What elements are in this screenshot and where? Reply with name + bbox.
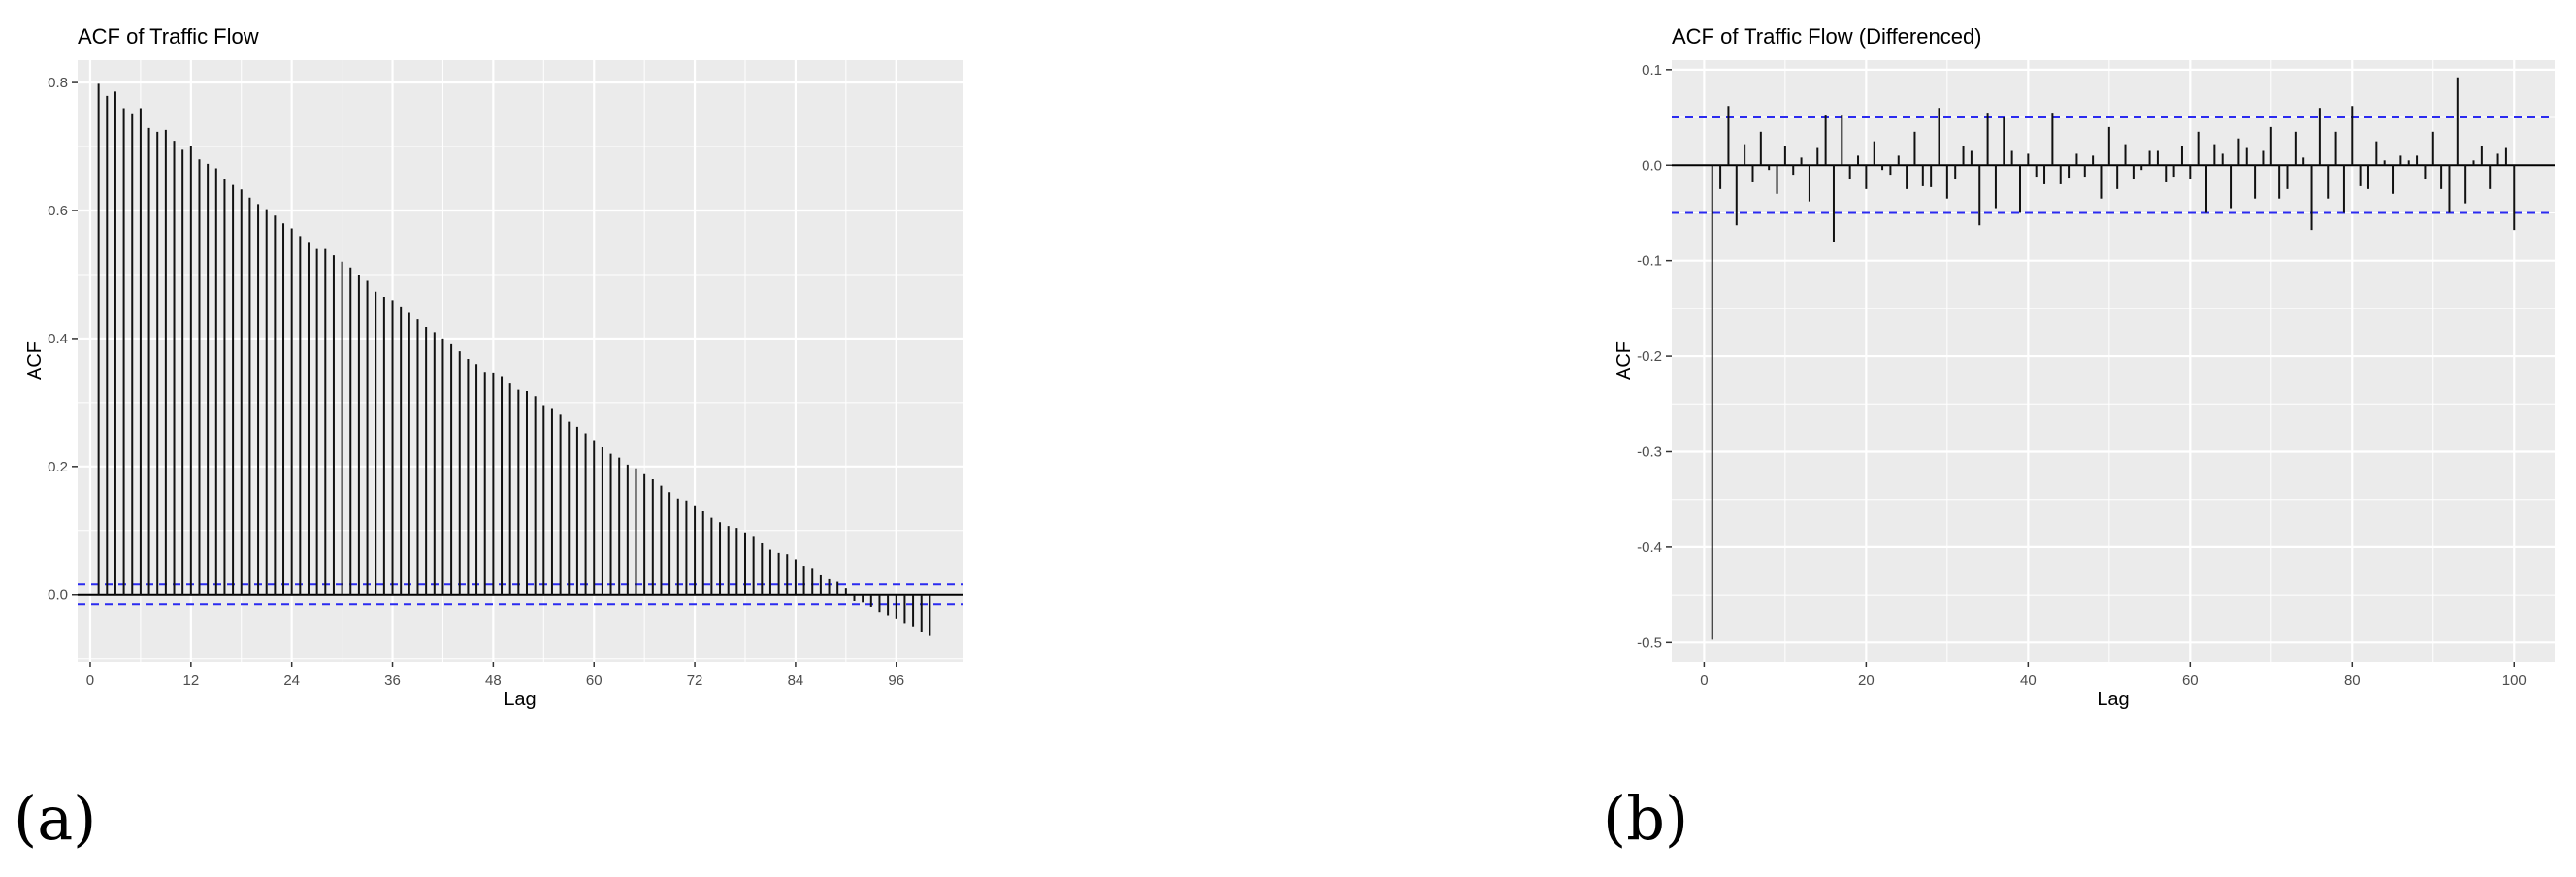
chart-b-x-tick-label: 80 — [2344, 672, 2361, 689]
chart-a-x-tick-label: 96 — [888, 672, 904, 689]
chart-a-x-tick-label: 60 — [586, 672, 603, 689]
chart-b-acf-bars — [1711, 77, 2516, 640]
chart-a-y-tick-label: 0.6 — [48, 203, 68, 219]
chart-b-y-tick-label: 0.0 — [1642, 157, 1662, 174]
chart-b-y-tick-label: -0.2 — [1637, 348, 1662, 365]
chart-a-x-ticks: 0 12 24 36 48 60 72 84 96 — [86, 662, 904, 689]
chart-b-reference-lines — [1672, 116, 2555, 214]
chart-b-x-tick-label: 100 — [2502, 672, 2527, 689]
chart-b-y-tick-label: -0.1 — [1637, 253, 1662, 270]
chart-a-y-tick-label: 0.4 — [48, 331, 68, 347]
chart-a-x-tick-label: 36 — [384, 672, 401, 689]
chart-b-x-tick-label: 0 — [1700, 672, 1708, 689]
chart-a-panel-label: (a) — [14, 783, 96, 854]
chart-b-x-tick-label: 60 — [2182, 672, 2199, 689]
chart-a-acf-bars — [97, 83, 931, 636]
chart-a-x-tick-label: 12 — [182, 672, 199, 689]
chart-a-y-tick-label: 0.0 — [48, 587, 68, 603]
chart-a-title: ACF of Traffic Flow — [78, 24, 259, 49]
chart-a: ACF of Traffic Flow 0 12 24 36 48 60 72 84 96 0.… — [14, 24, 963, 854]
chart-a-x-tick-label: 0 — [86, 672, 94, 689]
chart-a-y-tick-label: 0.2 — [48, 459, 68, 475]
chart-a-x-tick-label: 72 — [687, 672, 703, 689]
chart-a-plot-panel — [78, 60, 963, 662]
chart-b-x-tick-label: 40 — [2020, 672, 2037, 689]
chart-b-y-tick-label: -0.4 — [1637, 539, 1662, 556]
chart-a-x-tick-label: 48 — [485, 672, 502, 689]
chart-a-x-axis-title: Lag — [504, 689, 536, 710]
chart-b-panel-label: (b) — [1603, 783, 1688, 854]
chart-b-y-ticks: -0.5 -0.4 -0.3 -0.2 -0.1 0.0 0.1 — [1637, 62, 1672, 651]
chart-a-x-tick-label: 24 — [283, 672, 300, 689]
chart-b-y-tick-label: -0.3 — [1637, 443, 1662, 460]
chart-a-y-ticks: 0.0 0.2 0.4 0.6 0.8 — [48, 75, 78, 603]
chart-a-y-tick-label: 0.8 — [48, 75, 68, 91]
chart-b: ACF of Traffic Flow (Differenced) 0 20 40 6… — [1603, 24, 2555, 854]
chart-b-x-ticks: 0 20 40 60 80 100 — [1700, 662, 2527, 689]
chart-b-plot-panel — [1672, 60, 2555, 662]
chart-a-x-tick-label: 84 — [788, 672, 804, 689]
chart-b-y-tick-label: -0.5 — [1637, 634, 1662, 651]
chart-b-x-tick-label: 20 — [1858, 672, 1875, 689]
chart-b-y-axis-title: ACF — [1614, 341, 1635, 380]
chart-b-y-tick-label: 0.1 — [1642, 62, 1662, 79]
chart-a-y-axis-title: ACF — [24, 341, 46, 380]
chart-b-x-axis-title: Lag — [2097, 689, 2129, 710]
chart-b-title: ACF of Traffic Flow (Differenced) — [1672, 24, 1982, 49]
